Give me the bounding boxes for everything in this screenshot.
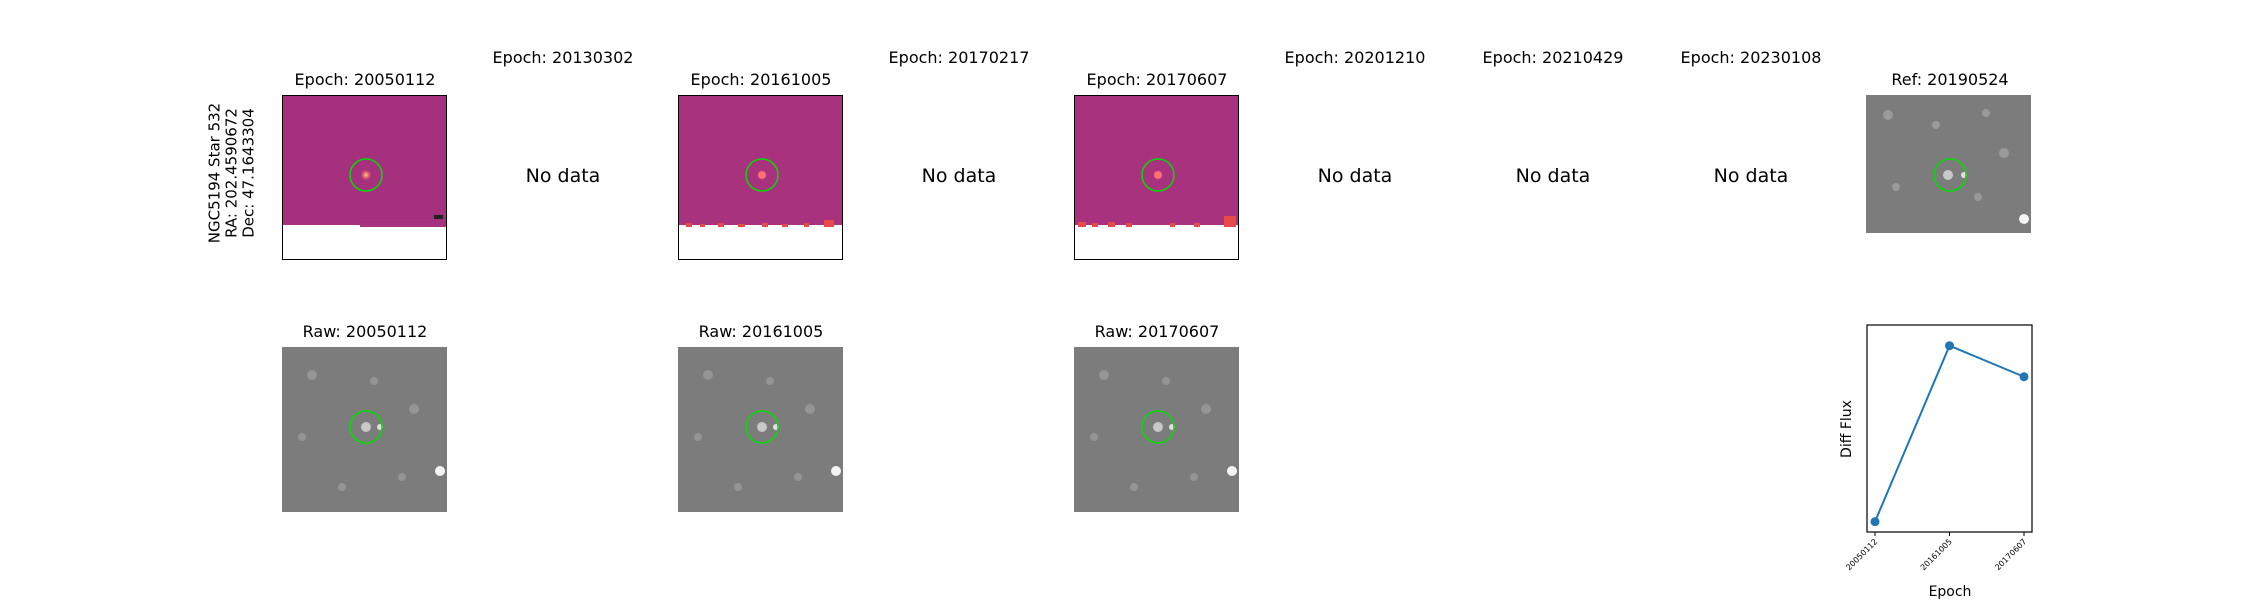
raw-title-2: Raw: 20161005 [698, 322, 824, 341]
x-tick-label-20161005: 20161005 [1919, 537, 1954, 572]
data-point-20161005 [1945, 341, 1954, 351]
x-tick-label-20050112: 20050112 [1844, 537, 1879, 572]
chart-axes-frame [1866, 324, 2033, 533]
star-info-label: NGC5194 Star 532 RA: 202.4590672 Dec: 47… [205, 102, 258, 244]
chart-xlabel: Epoch [1929, 584, 1972, 600]
no-data-20130302: No data [525, 165, 601, 187]
epoch-title-8: Epoch: 20230108 [1680, 48, 1822, 67]
epoch-title-3: Epoch: 20161005 [690, 70, 832, 89]
star-ra: RA: 202.4590672 [222, 108, 241, 238]
raw-image-20170607 [1074, 347, 1239, 512]
diff-flux-series-line [1874, 344, 2025, 523]
epoch-title-5: Epoch: 20170607 [1086, 70, 1228, 89]
target-circle-icon [349, 158, 383, 192]
data-point-20050112 [1870, 517, 1880, 527]
target-circle-icon [745, 158, 779, 192]
no-data-20170217: No data [921, 165, 997, 187]
diff-image-20170607 [1074, 95, 1239, 260]
ref-title: Ref: 20190524 [1891, 70, 2009, 89]
raw-title-1: Raw: 20050112 [302, 322, 428, 341]
diff-image-20050112 [282, 95, 447, 260]
ref-image-20190524 [1866, 95, 2031, 260]
diff-flux-chart: 20050112 20161005 20170607 Epoch Diff Flux [1839, 324, 2033, 600]
chart-ylabel: Diff Flux [1839, 400, 1855, 458]
data-point-20170607 [2019, 372, 2029, 382]
epoch-title-4: Epoch: 20170217 [888, 48, 1030, 67]
epoch-title-2: Epoch: 20130302 [492, 48, 634, 67]
target-circle-icon [349, 410, 383, 444]
star-name: NGC5194 Star 532 [205, 102, 224, 244]
raw-image-20050112 [282, 347, 447, 512]
epoch-title-1: Epoch: 20050112 [294, 70, 436, 89]
no-data-20230108: No data [1713, 165, 1789, 187]
target-circle-icon [1933, 158, 1967, 192]
x-tick-label-20170607: 20170607 [1993, 537, 2028, 572]
no-data-20210429: No data [1515, 165, 1591, 187]
target-circle-icon [1141, 158, 1175, 192]
epoch-title-7: Epoch: 20210429 [1482, 48, 1624, 67]
no-data-20201210: No data [1317, 165, 1393, 187]
raw-image-20161005 [678, 347, 843, 512]
diff-image-20161005 [678, 95, 843, 260]
raw-title-3: Raw: 20170607 [1094, 322, 1220, 341]
epoch-title-6: Epoch: 20201210 [1284, 48, 1426, 67]
star-dec: Dec: 47.1643304 [239, 108, 258, 238]
target-circle-icon [1141, 410, 1175, 444]
target-circle-icon [745, 410, 779, 444]
